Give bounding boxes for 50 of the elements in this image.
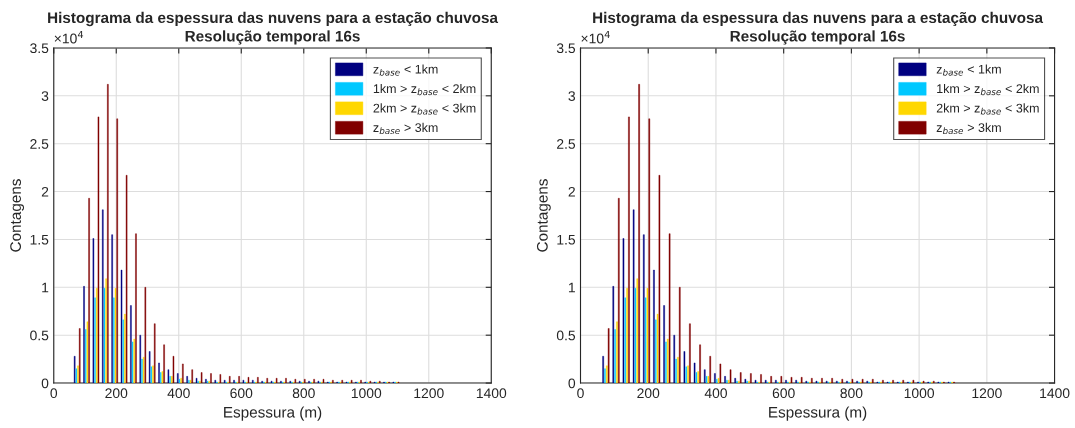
x-axis-title: Espessura (m) — [224, 406, 322, 421]
legend-label: z$_{base}$ < 1km — [936, 64, 1001, 76]
y-tick-label: 0.5 — [556, 330, 576, 341]
legend-label: 2km > z$_{base}$ < 3km — [373, 103, 476, 115]
legend-label: 2km > z$_{base}$ < 3km — [936, 103, 1039, 115]
x-tick-label: 600 — [230, 388, 253, 399]
x-tick-label: 400 — [167, 388, 190, 399]
y-tick-label: 1 — [42, 282, 49, 293]
y-tick-label: 2.5 — [557, 139, 576, 149]
chart-subtitle: Resolução temporal 16s — [185, 30, 360, 45]
y-tick-label: 3.5 — [556, 43, 576, 54]
text: ×10$^{4}$ — [581, 30, 610, 44]
legend-label: z$_{base}$ < 1km — [373, 64, 438, 76]
y-tick-label: 1 — [568, 282, 575, 293]
x-tick-label: 0 — [577, 388, 584, 399]
x-tick-label: 1400 — [1040, 388, 1070, 399]
x-tick-label: 800 — [840, 388, 863, 399]
chart-title: Histograma da espessura das nuvens para a estação chuvosa — [48, 11, 499, 27]
y-axis-title: Contagens — [10, 179, 25, 252]
x-tick-label: 200 — [637, 388, 660, 399]
x-tick-label: 600 — [772, 388, 795, 399]
y-tick-label: 3 — [41, 91, 49, 101]
y-tick-label: 0 — [568, 378, 576, 389]
x-tick-label: 1400 — [476, 388, 507, 399]
y-tick-label: 3.5 — [30, 43, 49, 54]
legend-label: 1km > z$_{base}$ < 2km — [937, 83, 1039, 96]
y-tick-label: 2 — [41, 186, 49, 197]
y-tick-label: 2.5 — [30, 139, 49, 149]
legend-label: z$_{base}$ > 3km — [373, 122, 438, 135]
y-tick-label: 0.5 — [30, 330, 49, 341]
y-tick-label: 1.5 — [30, 234, 49, 245]
x-axis-title: Espessura (m) — [769, 406, 867, 421]
text: ×10$^{4}$ — [54, 30, 84, 44]
chart-title: Histograma da espessura das nuvens para a estação chuvosa — [593, 11, 1044, 27]
y-tick-label: 3 — [568, 91, 576, 101]
x-tick-label: 1000 — [351, 388, 382, 399]
x-tick-label: 200 — [105, 388, 128, 399]
y-axis-title: Contagens — [536, 179, 551, 252]
y-tick-label: 2 — [568, 186, 575, 197]
y-tick-label: 1.5 — [557, 234, 576, 245]
x-tick-label: 1200 — [414, 388, 444, 399]
x-tick-label: 0 — [50, 388, 58, 399]
x-tick-label: 1200 — [972, 388, 1002, 399]
x-tick-label: 800 — [292, 388, 315, 399]
y-tick-label: 0 — [41, 378, 49, 389]
chart-subtitle: Resolução temporal 16s — [730, 30, 905, 45]
legend-label: 1km > z$_{base}$ < 2km — [373, 83, 476, 96]
legend-label: z$_{base}$ > 3km — [936, 122, 1001, 135]
x-tick-label: 1000 — [904, 388, 935, 399]
x-tick-label: 400 — [704, 388, 727, 399]
